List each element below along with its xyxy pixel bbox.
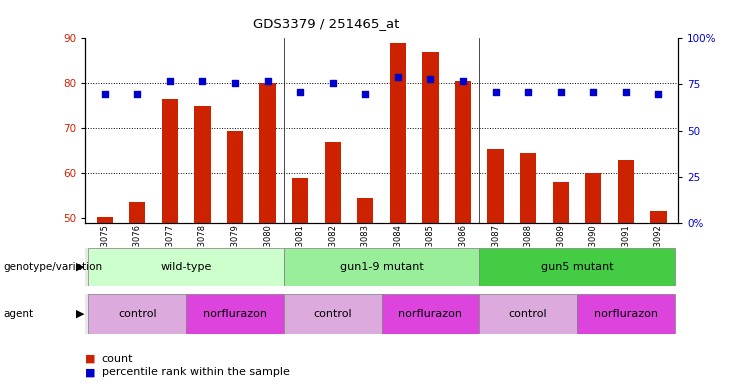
Bar xyxy=(129,202,145,223)
Text: wild-type: wild-type xyxy=(161,262,212,272)
Bar xyxy=(382,294,479,334)
Point xyxy=(653,91,665,97)
Text: ▶: ▶ xyxy=(76,262,84,272)
Bar xyxy=(553,182,569,223)
Text: norflurazon: norflurazon xyxy=(594,309,658,319)
Text: control: control xyxy=(313,309,352,319)
Bar xyxy=(284,294,382,334)
Bar xyxy=(292,178,308,223)
Point xyxy=(425,76,436,82)
Text: agent: agent xyxy=(4,309,34,319)
Text: percentile rank within the sample: percentile rank within the sample xyxy=(102,367,290,377)
Point xyxy=(164,78,176,84)
Text: ■: ■ xyxy=(85,367,96,377)
Point xyxy=(196,78,208,84)
Bar xyxy=(259,83,276,223)
Point xyxy=(294,89,306,95)
Bar xyxy=(96,217,113,223)
Text: genotype/variation: genotype/variation xyxy=(4,262,103,272)
Bar xyxy=(479,294,577,334)
Point xyxy=(588,89,599,95)
Point xyxy=(392,74,404,80)
Bar xyxy=(194,106,210,223)
Bar xyxy=(455,81,471,223)
Point xyxy=(620,89,632,95)
Text: gun5 mutant: gun5 mutant xyxy=(541,262,614,272)
Point xyxy=(359,91,371,97)
Text: control: control xyxy=(118,309,156,319)
Bar xyxy=(186,294,284,334)
Bar xyxy=(651,212,667,223)
Text: norflurazon: norflurazon xyxy=(203,309,267,319)
Bar xyxy=(357,198,373,223)
Point xyxy=(131,91,143,97)
Point xyxy=(457,78,469,84)
Point xyxy=(490,89,502,95)
Text: norflurazon: norflurazon xyxy=(399,309,462,319)
Bar xyxy=(577,294,675,334)
Bar xyxy=(325,142,341,223)
Text: GDS3379 / 251465_at: GDS3379 / 251465_at xyxy=(253,17,399,30)
Bar xyxy=(162,99,178,223)
Bar xyxy=(585,173,602,223)
Text: ■: ■ xyxy=(85,354,96,364)
Point xyxy=(229,79,241,86)
Text: ▶: ▶ xyxy=(76,309,84,319)
Text: control: control xyxy=(509,309,548,319)
Bar xyxy=(618,160,634,223)
Bar xyxy=(88,294,186,334)
Bar xyxy=(227,131,243,223)
Bar xyxy=(488,149,504,223)
Text: gun1-9 mutant: gun1-9 mutant xyxy=(339,262,424,272)
Point xyxy=(262,78,273,84)
Point xyxy=(555,89,567,95)
Text: count: count xyxy=(102,354,133,364)
Bar xyxy=(390,43,406,223)
Bar xyxy=(479,248,675,286)
Bar xyxy=(284,248,479,286)
Point xyxy=(327,79,339,86)
Bar xyxy=(520,153,536,223)
Point xyxy=(522,89,534,95)
Bar xyxy=(422,52,439,223)
Point xyxy=(99,91,110,97)
Bar xyxy=(88,248,284,286)
